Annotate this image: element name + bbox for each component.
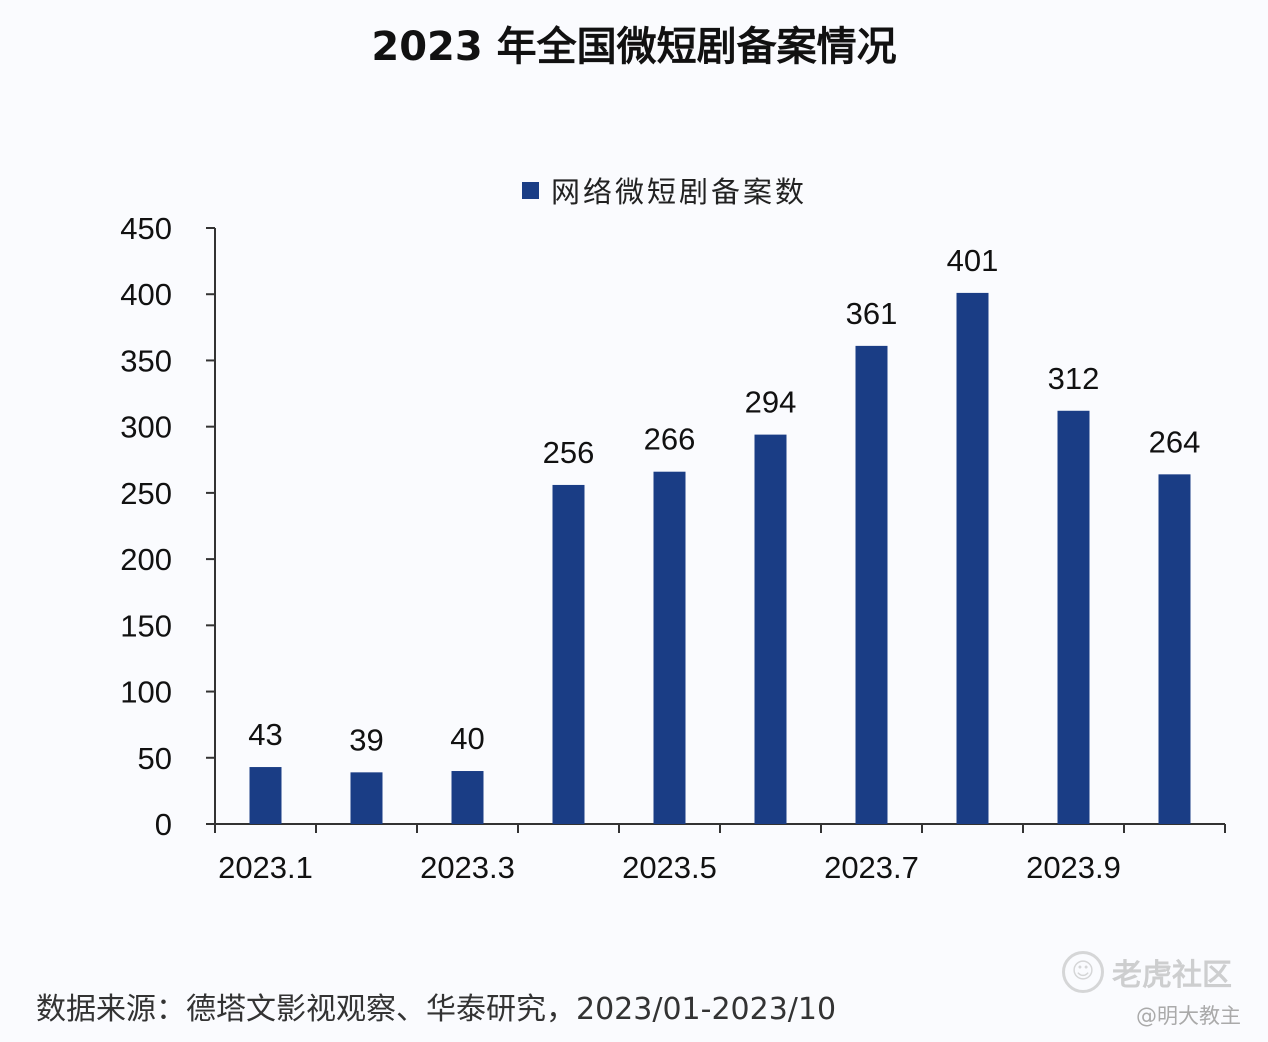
y-tick-label: 50 (138, 741, 172, 776)
x-tick-label: 2023.5 (622, 850, 717, 885)
data-source-note: 数据来源：德塔文影视观察、华泰研究，2023/01-2023/10 (36, 992, 837, 1027)
bar-2023.2 (350, 772, 383, 824)
data-label: 312 (1048, 361, 1100, 396)
x-tick-label: 2023.9 (1026, 850, 1121, 885)
data-label: 401 (947, 243, 999, 278)
legend-swatch (522, 181, 539, 199)
bar-2023.10 (1158, 474, 1191, 824)
bar-2023.7 (855, 345, 888, 824)
y-tick-label: 250 (120, 476, 172, 511)
y-tick-label: 100 (120, 675, 172, 710)
tiger-logo-icon: ☺ (1062, 951, 1104, 993)
bar-2023.1 (249, 767, 282, 824)
x-tick-label: 2023.1 (218, 850, 313, 885)
y-tick-label: 400 (120, 277, 172, 312)
watermark-logo: ☺ 老虎社区 (1062, 950, 1232, 994)
legend-label: 网络微短剧备案数 (551, 175, 808, 209)
y-tick-label: 150 (120, 608, 172, 643)
data-label: 40 (450, 721, 484, 756)
bar-2023.4 (552, 484, 585, 824)
y-tick-label: 450 (120, 211, 172, 246)
bar-2023.6 (754, 434, 787, 824)
data-label: 266 (644, 422, 696, 457)
y-tick-label: 0 (155, 807, 172, 842)
data-label: 294 (745, 385, 797, 420)
chart-title: 2023 年全国微短剧备案情况 (371, 24, 897, 70)
data-label: 39 (349, 722, 383, 757)
x-tick-label: 2023.7 (824, 850, 919, 885)
bar-2023.5 (653, 471, 686, 824)
data-label: 361 (846, 296, 898, 331)
y-tick-label: 300 (120, 410, 172, 445)
bar-2023.9 (1057, 410, 1090, 824)
data-label: 43 (248, 717, 282, 752)
y-tick-label: 350 (120, 343, 172, 378)
legend: 网络微短剧备案数 (522, 172, 808, 209)
bar-2023.3 (451, 771, 484, 824)
x-tick-label: 2023.3 (420, 850, 515, 885)
data-label: 256 (543, 435, 595, 470)
watermark-text: 老虎社区 (1112, 958, 1232, 993)
y-tick-label: 200 (120, 542, 172, 577)
watermark-author: @明大教主 (1136, 1004, 1241, 1028)
data-label: 264 (1149, 424, 1201, 459)
bar-2023.8 (956, 292, 989, 824)
